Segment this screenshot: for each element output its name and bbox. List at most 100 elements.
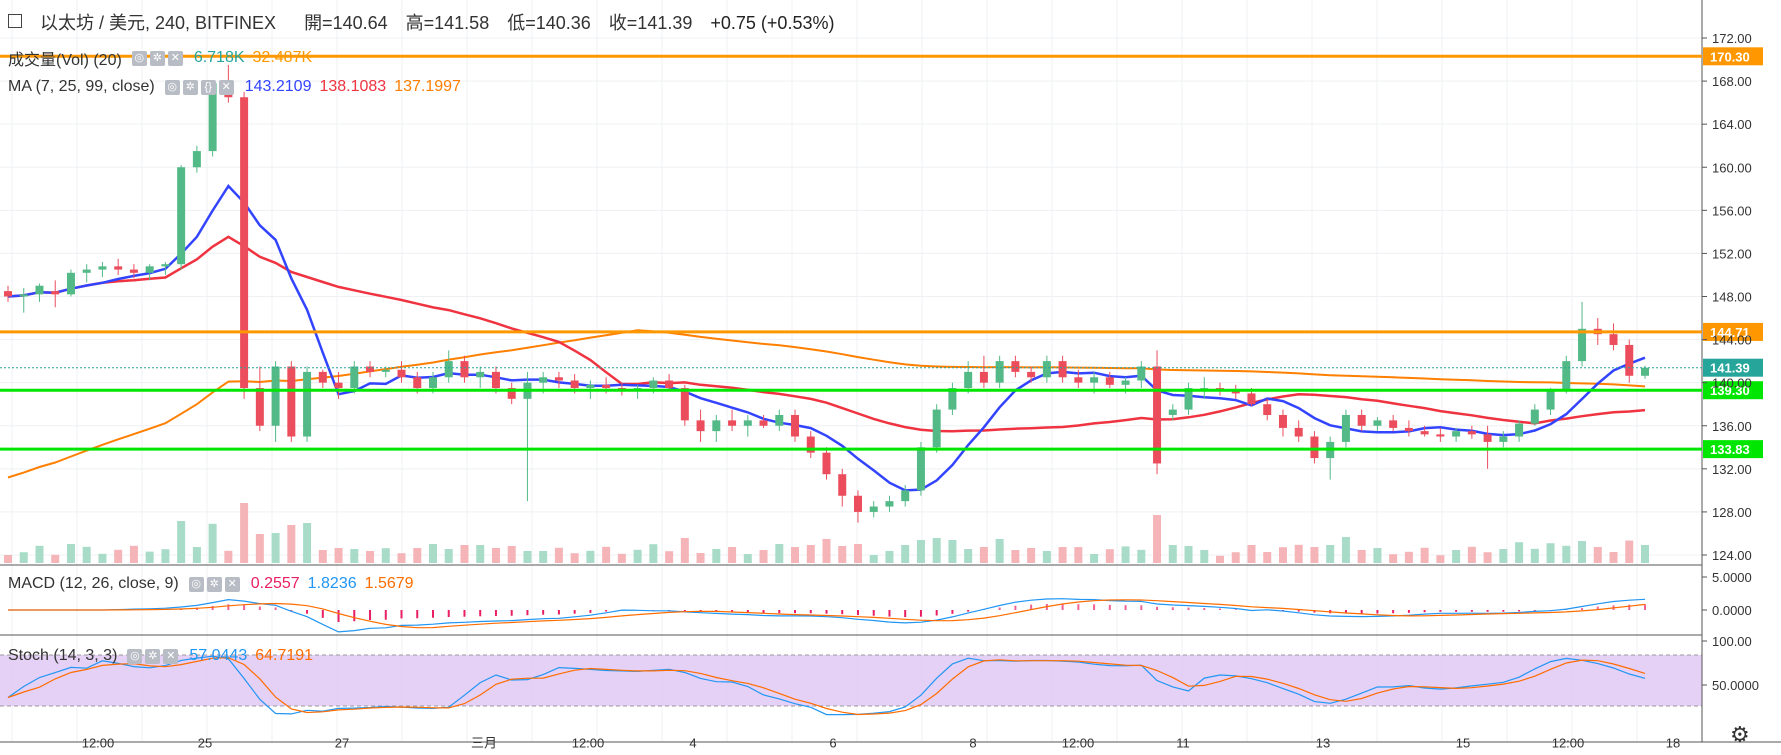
candle-body — [476, 371, 485, 378]
braces-icon[interactable]: {} — [200, 79, 216, 95]
gear-icon[interactable]: ✲ — [206, 576, 222, 592]
volume-bar — [1121, 546, 1130, 563]
stoch-tick-label: 50.0000 — [1712, 678, 1759, 693]
grid-lines — [0, 0, 1702, 742]
time-axis-label: 25 — [198, 736, 212, 751]
candle-body — [1310, 436, 1319, 459]
price-tick-label: 164.00 — [1712, 117, 1752, 132]
close-value: 收=141.39 — [608, 13, 693, 33]
candle-body — [350, 366, 359, 389]
time-axis-label: 15 — [1456, 736, 1470, 751]
volume-bar — [775, 544, 784, 563]
last-price-tag-bg — [1703, 358, 1763, 377]
eye-icon[interactable]: ◎ — [131, 50, 147, 66]
gear-icon[interactable]: ✲ — [149, 50, 165, 66]
ma25-value: 138.1083 — [319, 78, 387, 95]
candle-body — [728, 420, 737, 426]
volume-value: 6.718K — [193, 49, 245, 66]
volume-bar — [822, 539, 831, 563]
volume-bar — [192, 547, 201, 563]
close-icon[interactable]: ✕ — [218, 79, 234, 95]
candle-body — [334, 382, 343, 389]
volume-bar — [1216, 555, 1225, 563]
volume-bar — [649, 544, 658, 563]
eye-icon[interactable]: ◎ — [127, 648, 143, 664]
volume-bar — [1404, 551, 1413, 563]
stoch-d-line — [7, 657, 1646, 716]
macd-indicator-name[interactable]: MACD (12, 26, close, 9) — [8, 575, 179, 592]
candle-body — [98, 266, 107, 270]
stoch-tick-label: 100.00 — [1712, 634, 1752, 649]
gear-icon[interactable]: ✲ — [145, 648, 161, 664]
candle-body — [806, 436, 815, 453]
volume-bar — [1562, 545, 1571, 563]
price-tag-bg — [1703, 47, 1763, 66]
candle-body — [1467, 431, 1476, 435]
price-tick-label: 132.00 — [1712, 462, 1752, 477]
eye-icon[interactable]: ◎ — [164, 79, 180, 95]
time-axis-label: 11 — [1176, 736, 1190, 751]
volume-bar — [806, 545, 815, 563]
candle-body — [397, 369, 406, 378]
candle-body — [649, 380, 658, 389]
volume-bar — [460, 545, 469, 563]
candle-body — [712, 420, 721, 432]
candle-body — [586, 384, 595, 389]
volume-indicator-name[interactable]: 成交量(Vol) (20) — [8, 52, 122, 69]
price-tick-label: 168.00 — [1712, 74, 1752, 89]
macd-signal-value: 1.5679 — [364, 575, 414, 592]
volume-bar — [1231, 552, 1240, 563]
collapse-legend-icon[interactable] — [8, 14, 22, 28]
candle-body — [916, 447, 925, 491]
candle-body — [240, 97, 249, 389]
close-icon[interactable]: ✕ — [163, 648, 179, 664]
candle-body — [602, 384, 611, 389]
macd-hist-value: 0.2557 — [250, 575, 300, 592]
volume-bar — [1578, 541, 1587, 563]
eye-icon[interactable]: ◎ — [188, 576, 204, 592]
stoch-legend: Stoch (14, 3, 3) ◎ ✲ ✕ 57.0443 64.7191 — [8, 647, 313, 665]
ma25-line — [7, 235, 1646, 433]
volume-bar — [145, 551, 154, 563]
ma99-value: 137.1997 — [394, 78, 461, 95]
volume-bar — [255, 534, 264, 563]
candle-body — [4, 291, 12, 297]
candle-body — [964, 371, 973, 389]
gear-icon[interactable]: ✲ — [182, 79, 198, 95]
settings-gear-icon[interactable]: ⚙ — [1730, 722, 1750, 747]
stoch-k-line — [7, 655, 1646, 716]
candle-body — [1357, 414, 1366, 426]
volume-bar — [948, 540, 957, 563]
candle-body — [1404, 427, 1413, 432]
candle-body — [381, 369, 390, 372]
close-icon[interactable]: ✕ — [167, 50, 183, 66]
candle-body — [1452, 431, 1461, 437]
close-icon[interactable]: ✕ — [224, 576, 240, 592]
price-tick-label: 148.00 — [1712, 290, 1752, 305]
stoch-indicator-name[interactable]: Stoch (14, 3, 3) — [8, 647, 118, 664]
candle-body — [507, 388, 516, 399]
candle-body — [1278, 414, 1287, 428]
macd-value: 1.8236 — [307, 575, 357, 592]
candle-body — [1436, 434, 1445, 437]
volume-bar — [712, 549, 721, 563]
candle-body — [366, 366, 375, 372]
candle-body — [145, 266, 154, 273]
price-tick-label: 124.00 — [1712, 548, 1752, 563]
volume-bar — [491, 548, 500, 563]
time-axis-label: 27 — [335, 736, 349, 751]
volume-bar — [885, 551, 894, 563]
candle-body — [51, 291, 60, 295]
time-axis-label: 8 — [969, 736, 976, 751]
ma-indicator-name[interactable]: MA (7, 25, 99, close) — [8, 78, 155, 95]
volume-bar — [444, 549, 453, 563]
symbol-title[interactable]: 以太坊 / 美元, 240, BITFINEX — [40, 13, 277, 33]
candle-body — [979, 371, 988, 383]
macd-tick-label: 5.0000 — [1712, 570, 1752, 585]
volume-bar — [1042, 551, 1051, 563]
volume-bar — [240, 503, 249, 563]
volume-bar — [1373, 548, 1382, 563]
volume-bar — [1247, 545, 1256, 563]
